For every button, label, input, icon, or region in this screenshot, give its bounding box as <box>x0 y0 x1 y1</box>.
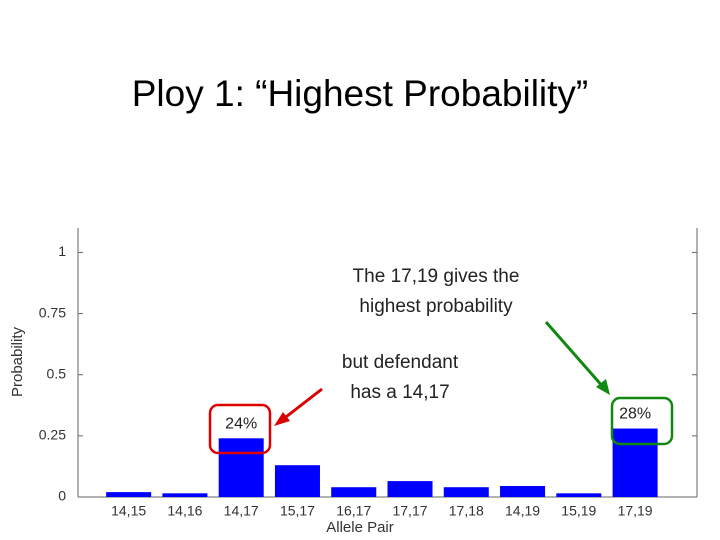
x-tick-label: 17,19 <box>618 503 653 519</box>
x-axis-label: Allele Pair <box>326 519 394 536</box>
x-tick-label: 17,17 <box>392 503 427 519</box>
y-tick-label: 0 <box>58 488 66 504</box>
green-arrowhead <box>596 379 610 395</box>
green-highlight <box>610 396 674 446</box>
slide-title: Ploy 1: “Highest Probability” <box>132 73 589 114</box>
x-tick-label: 17,18 <box>449 503 484 519</box>
bar <box>274 465 320 497</box>
annotation-arrows <box>208 321 674 455</box>
red-arrow <box>281 387 323 422</box>
bar <box>556 493 602 497</box>
x-tick-label: 14,16 <box>167 503 202 519</box>
y-axis-label: Probability <box>9 326 26 397</box>
bar <box>387 481 433 497</box>
bar <box>500 485 546 497</box>
x-tick-label: 14,19 <box>505 503 540 519</box>
value-label: 28% <box>619 406 651 423</box>
y-tick-label: 0.25 <box>39 427 66 443</box>
x-tick-label: 15,19 <box>561 503 596 519</box>
red-arrowhead <box>274 412 290 426</box>
y-tick-label: 0.5 <box>47 365 67 381</box>
annotation: has a 14,17 <box>350 382 449 403</box>
x-tick-label: 15,17 <box>280 503 315 519</box>
annotation: highest probability <box>359 296 513 317</box>
x-tick-label: 14,17 <box>224 503 259 519</box>
green-arrow <box>544 321 606 389</box>
bar <box>162 493 208 497</box>
x-tick-label: 14,15 <box>111 503 146 519</box>
y-tick-label: 0.75 <box>39 304 66 320</box>
bar <box>443 487 489 497</box>
y-tick-label: 1 <box>58 243 66 259</box>
red-highlight <box>208 403 272 455</box>
value-label: 24% <box>225 416 257 433</box>
bar <box>106 492 152 497</box>
bar <box>612 428 658 497</box>
annotation: but defendant <box>342 352 459 373</box>
bar <box>218 438 264 497</box>
bar <box>331 487 377 497</box>
x-tick-label: 16,17 <box>336 503 371 519</box>
annotation: The 17,19 gives the <box>353 266 520 287</box>
